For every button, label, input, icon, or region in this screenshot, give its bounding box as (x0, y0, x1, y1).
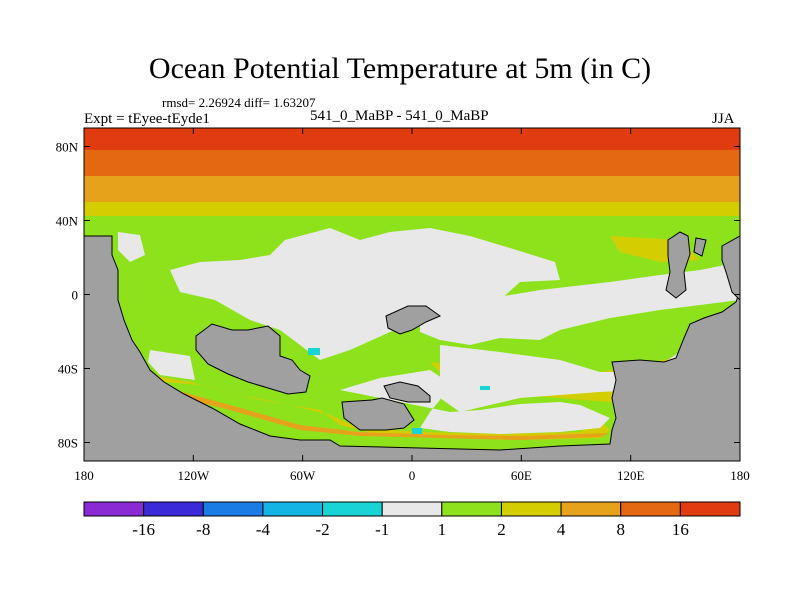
colorbar-label: -4 (256, 520, 271, 539)
field-patch-m1-1-central (420, 262, 740, 345)
colorbar-swatch (381, 501, 443, 517)
colorbar-swatch (679, 501, 741, 517)
colorbar-swatch (441, 501, 502, 517)
colorbar-swatch (202, 501, 264, 517)
colorbar-label: 16 (672, 520, 689, 539)
y-tick-label: 0 (72, 288, 79, 303)
colorbar-swatch (620, 501, 681, 517)
colorbar-label: -16 (132, 520, 155, 539)
colorbar-swatch (560, 501, 622, 517)
x-tick-label: 120E (617, 468, 645, 483)
colorbar-swatch (143, 501, 204, 517)
colorbar: -16 -8 -4 -2 -1 1 2 4 8 16 (83, 501, 741, 539)
x-tick-label: 0 (409, 468, 416, 483)
plot-title: Ocean Potential Temperature at 5m (in C) (148, 52, 652, 85)
field-patch-m1-1-southwest (148, 350, 195, 380)
field-speck-m2-m1 (480, 386, 490, 390)
land-south-atlantic-block (341, 397, 415, 431)
x-tick-label: 120W (177, 468, 210, 483)
colorbar-swatch (83, 501, 145, 517)
y-tick-label: 40S (58, 362, 78, 377)
x-tick-label: 180 (74, 468, 94, 483)
stats-text: rmsd= 2.26924 diff= 1.63207 (162, 95, 316, 110)
colorbar-label: 1 (438, 520, 447, 539)
y-tick-label: 80N (56, 140, 79, 155)
colorbar-label: -1 (375, 520, 389, 539)
colorbar-label: 2 (497, 520, 506, 539)
field-patch-m1-1-west-pacific (118, 232, 145, 262)
field-patch-m1-1-south-indian (440, 340, 740, 412)
field-band-gt16 (84, 128, 740, 150)
land-east-island (665, 231, 691, 299)
colorbar-label: -8 (196, 520, 210, 539)
land-south-atlantic-island (383, 381, 431, 403)
field-speck-m2-m1 (308, 348, 320, 355)
colorbar-swatch (500, 501, 562, 517)
field-patch-4-8-southern (170, 390, 610, 440)
case-label: 541_0_MaBP - 541_0_MaBP (310, 108, 489, 124)
field-band-4-8 (84, 176, 740, 202)
experiment-label: Expt = tEyee-tEyde1 (84, 111, 210, 127)
land-central-island (385, 305, 442, 335)
y-tick-label: 80S (58, 436, 78, 451)
land-west-continent (83, 235, 741, 462)
y-tick-label: 40N (56, 214, 79, 229)
land-east-small (693, 237, 707, 257)
map-panel (83, 127, 741, 462)
map-axes: 180 120W 60W 0 60E 120E 180 80N 40N 0 40S 80S (56, 128, 750, 483)
season-label: JJA (712, 111, 735, 127)
colorbar-label: 8 (616, 520, 625, 539)
land-pacific-continent (195, 323, 311, 395)
field-patch-2-4-southern (140, 375, 610, 440)
field-band-8-16 (84, 150, 740, 176)
field-band-2-4 (84, 202, 740, 216)
x-tick-label: 60W (290, 468, 316, 483)
x-tick-label: 180 (730, 468, 750, 483)
field-patch-m1-1-pacific (170, 228, 560, 360)
field-speck-m2-m1 (412, 428, 422, 434)
colorbar-label: -2 (315, 520, 329, 539)
colorbar-swatch (322, 501, 383, 517)
colorbar-label: 4 (557, 520, 566, 539)
x-tick-label: 60E (511, 468, 532, 483)
colorbar-swatch (262, 501, 324, 517)
